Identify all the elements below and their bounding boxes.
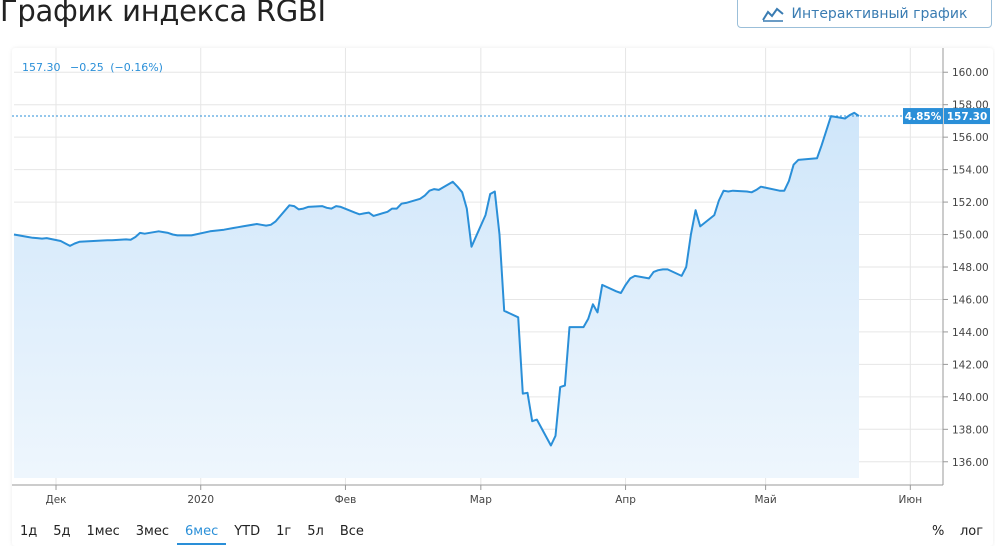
y-tick-label: 146.00 [952,294,989,306]
range-0[interactable]: 1д [20,524,38,539]
y-tick-label: 148.00 [952,262,989,274]
range-2[interactable]: 1мес [86,524,120,539]
percent-scale-toggle[interactable]: % [932,524,945,539]
chart-card: 136.00 138.00 140.00 142.00 144.00 146.00 148.… [12,48,993,546]
period-change-label: 4.85% [905,111,942,123]
y-tick-label: 140.00 [952,392,989,404]
range-8[interactable]: Все [339,524,364,539]
period-change-box [903,108,943,125]
range-4[interactable]: 6мес [177,519,227,545]
y-tick-label: 136.00 [952,457,989,469]
y-tick-label: 142.00 [952,359,989,371]
x-tick-label: Мар [470,494,492,506]
y-tick-label: 152.00 [952,197,989,209]
quote-value: 157.30 [22,61,61,74]
last-value-label: 157.30 [947,111,988,123]
y-tick-label: 138.00 [952,424,989,436]
series-area [14,112,859,479]
range-7[interactable]: 5л [307,524,324,539]
x-tick-label: Июн [899,494,923,506]
y-tick-label: 144.00 [952,327,989,339]
x-tick-label: 2020 [187,494,214,506]
series-line[interactable] [13,111,860,447]
x-tick-label: Фев [335,494,357,506]
log-scale-toggle[interactable]: лог [960,524,984,539]
y-tick-label: 150.00 [952,230,989,242]
x-tick-label: Дек [46,494,67,506]
range-selector: 1д 5д 1мес 3мес 6мес YTD 1г 5л Все [12,518,372,546]
y-tick-label: 160.00 [952,67,989,79]
y-tick-label: 154.00 [952,165,989,177]
range-5[interactable]: YTD [234,524,261,539]
interactive-chart-button[interactable]: Интерактивный график [737,0,992,28]
quote-change-pct: (−0.16%) [110,61,163,74]
range-3[interactable]: 3мес [135,524,169,539]
quote-summary: 157.30 −0.25 (−0.16%) [22,61,163,74]
interactive-chart-label: Интерактивный график [791,6,968,22]
y-tick-label: 156.00 [952,132,989,144]
price-chart[interactable]: 136.00 138.00 140.00 142.00 144.00 146.00 148.… [12,48,993,518]
page-title: График индекса RGBI [0,0,326,28]
last-value-box [944,108,990,125]
x-tick-label: Май [754,494,776,506]
range-1[interactable]: 5д [53,524,71,539]
line-chart-icon [761,6,784,22]
x-tick-label: Апр [615,494,636,506]
quote-change: −0.25 [70,61,104,74]
range-6[interactable]: 1г [276,524,292,539]
